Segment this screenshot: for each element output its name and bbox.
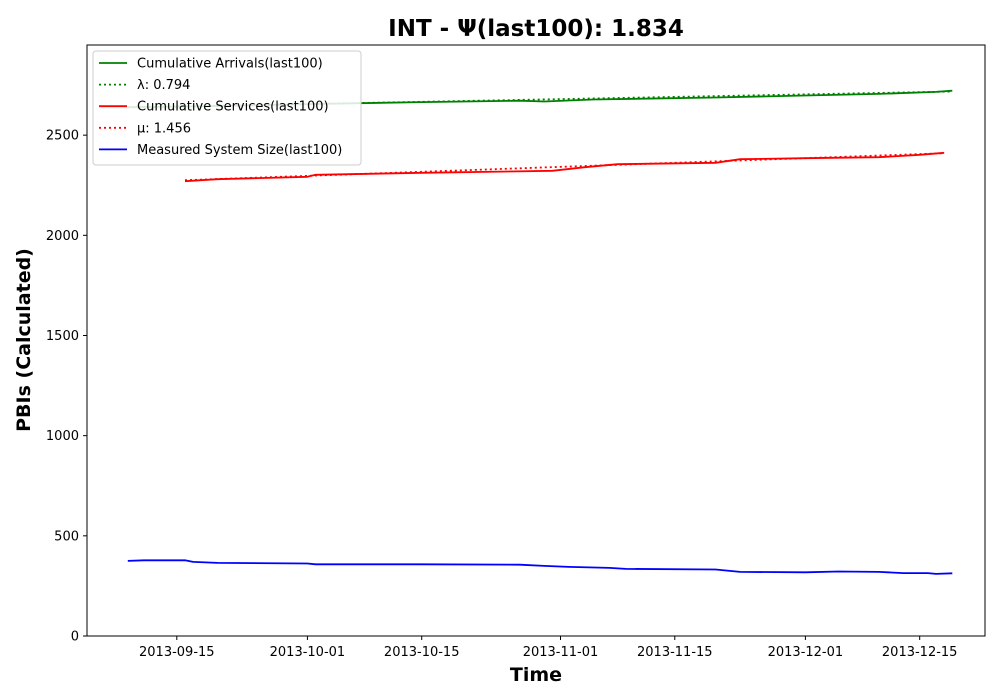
legend-box bbox=[92, 50, 362, 166]
x-tick-label: 2013-09-15 bbox=[139, 645, 215, 660]
x-tick-label: 2013-11-15 bbox=[637, 645, 713, 660]
x-tick-label: 2013-12-01 bbox=[768, 645, 844, 660]
series-line-3 bbox=[184, 152, 945, 182]
legend-entry-2: Cumulative Services(last100) bbox=[137, 100, 329, 115]
y-tick-label: 500 bbox=[54, 529, 79, 544]
plot-frame bbox=[86, 44, 986, 637]
y-tick-label: 1500 bbox=[46, 329, 79, 344]
tick-layer: 0 500 1000 1500 2000 2500 2013-09-15 2013-10-01… bbox=[46, 129, 958, 660]
y-tick-label: 2000 bbox=[46, 229, 79, 244]
x-tick-label: 2013-12-15 bbox=[882, 645, 958, 660]
x-axis-label: Time bbox=[510, 664, 562, 686]
legend-entry-1: λ: 0.794 bbox=[137, 78, 190, 93]
legend-entry-0: Cumulative Arrivals(last100) bbox=[137, 57, 323, 72]
series-line-4 bbox=[127, 559, 953, 575]
x-tick-label: 2013-11-01 bbox=[523, 645, 599, 660]
y-tick-label: 1000 bbox=[46, 429, 79, 444]
legend-entry-4: Measured System Size(last100) bbox=[137, 143, 342, 158]
legend: Cumulative Arrivals(last100) λ: 0.794 Cumu… bbox=[92, 50, 362, 166]
y-tick-label: 0 bbox=[71, 630, 79, 645]
chart-title: INT - Ψ(last100): 1.834 bbox=[388, 16, 684, 42]
y-tick-label: 2500 bbox=[46, 129, 79, 144]
x-tick-label: 2013-10-01 bbox=[270, 645, 346, 660]
y-axis-label: PBIs (Calculated) bbox=[13, 248, 35, 432]
legend-entry-3: μ: 1.456 bbox=[137, 121, 191, 136]
x-tick-label: 2013-10-15 bbox=[384, 645, 460, 660]
